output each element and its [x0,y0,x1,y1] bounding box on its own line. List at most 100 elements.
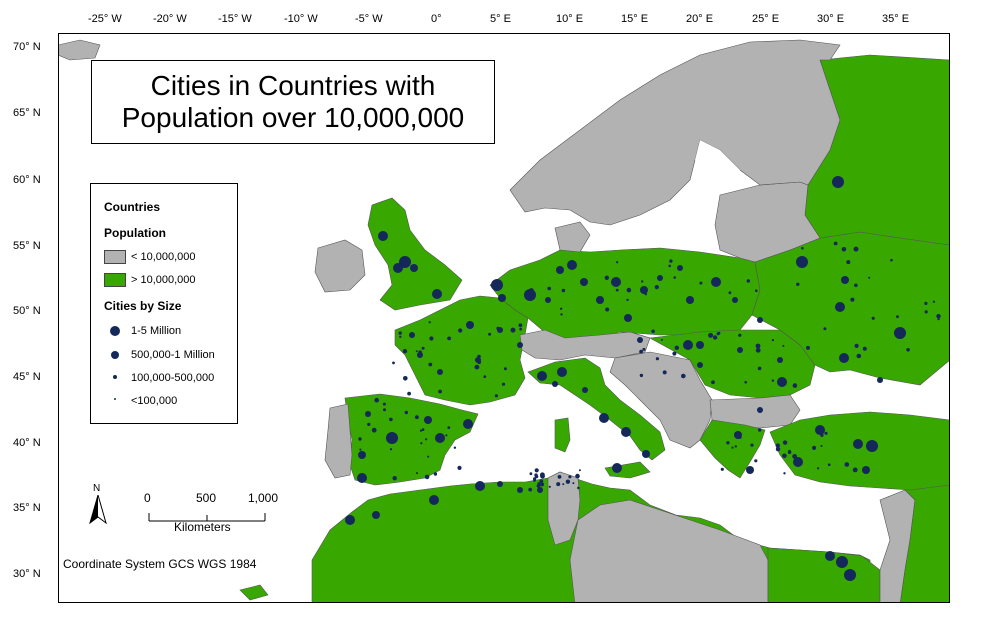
city-symbol [621,427,631,437]
scandinavia-land [509,39,841,226]
legend-city-label: 500,000-1 Million [131,349,215,361]
city-symbol-small [536,484,541,488]
city-symbol [624,314,632,322]
longitude-label: 30° E [817,13,845,25]
city-symbol-small [605,307,610,312]
city-symbol [637,337,643,343]
city-symbol-small [711,380,715,385]
city-symbol-small [547,286,551,291]
city-symbol [746,466,754,474]
city-symbol-small [833,241,838,246]
sardinia-land [554,417,571,453]
city-symbol-small [358,437,362,441]
city-symbol-small [641,280,644,283]
city-symbol-small [812,445,817,450]
longitude-label: 10° E [556,13,584,25]
latitude-label: 40° N [13,437,41,449]
city-symbol-small [720,467,724,471]
city-symbol-small [771,339,775,342]
city-symbol-small [771,379,775,382]
legend-population-heading: Population [104,226,166,240]
city-symbol-small [371,427,377,433]
city-symbol-small [738,333,742,337]
city-symbol-small [856,353,862,359]
city-symbol [557,367,567,377]
city-symbol [437,369,443,375]
city-symbol-small [853,246,859,252]
city-symbol-small [383,408,386,412]
city-symbol-small [674,345,679,350]
city-symbol-small [407,391,411,396]
middle-east-land [899,469,950,603]
city-symbol [596,296,604,304]
city-symbol-small [668,264,671,268]
city-symbol [841,276,849,284]
latitude-label: 65° N [13,107,41,119]
city-symbol-small [565,479,571,484]
city-symbol-small [519,327,523,331]
city-symbol [832,176,844,188]
longitude-label: 0° [431,13,442,25]
city-symbol-small [852,467,858,473]
city-symbol-small [862,346,867,351]
city-symbol-small [755,289,758,293]
city-symbol-small [548,485,551,488]
city-symbol-small [639,373,644,378]
spain-land [344,393,479,486]
city-symbol [796,256,808,268]
city-symbol [517,342,523,348]
longitude-label: 5° E [490,13,511,25]
city-symbol-small [824,431,828,435]
city-symbol-small [382,402,386,406]
city-symbol-small [755,343,761,349]
city-symbol-small [496,326,500,330]
city-symbol-small [844,462,850,467]
city-symbol-small [757,366,762,371]
city-symbol-small [792,383,798,388]
legend-swatch-large-population [104,273,126,287]
great-britain-land [367,197,463,311]
legend-city-label: 1-5 Million [131,325,182,337]
legend-city-label: 100,000-500,000 [131,372,215,384]
city-symbol [410,264,418,272]
city-symbol-small [846,260,851,265]
city-symbol-small [445,434,448,437]
city-symbol [686,296,694,304]
city-symbol [378,231,388,241]
city-symbol [463,419,473,429]
city-symbol-small [534,468,539,473]
turkey-land [769,411,950,491]
city-symbol-small [398,331,402,335]
city-symbol-small [782,453,787,459]
libya-land [569,499,769,603]
longitude-label: 25° E [752,13,780,25]
city-symbol-small [533,478,536,481]
city-symbol-small [738,435,742,439]
city-symbol [372,511,380,519]
title-line-2: Population over 10,000,000 [121,102,465,133]
city-symbol-small [796,282,800,286]
city-symbol-small [572,482,575,485]
city-symbol-small [392,361,395,365]
city-symbol-small [801,246,804,250]
city-symbol-small [537,482,541,485]
city-symbol-small [746,279,750,283]
city-symbol-small [420,442,423,445]
legend-city-symbol-medium [111,351,119,359]
longitude-label: -5° W [355,13,383,25]
legend-city-symbol-small [113,375,117,379]
city-symbol-small [528,487,533,492]
city-symbol-small [900,332,905,336]
sicily-land [604,461,651,479]
city-symbol-small [510,327,516,333]
city-symbol-small [654,285,659,290]
city-symbol [611,277,621,287]
city-symbol-small [374,397,380,403]
title-line-1: Cities in Countries with [150,70,436,101]
north-arrow-label: N [93,483,101,494]
city-symbol [683,340,693,350]
city-symbol-small [415,350,418,353]
city-symbol [357,473,367,483]
city-symbol [567,260,577,270]
latitude-label: 55° N [13,240,41,252]
